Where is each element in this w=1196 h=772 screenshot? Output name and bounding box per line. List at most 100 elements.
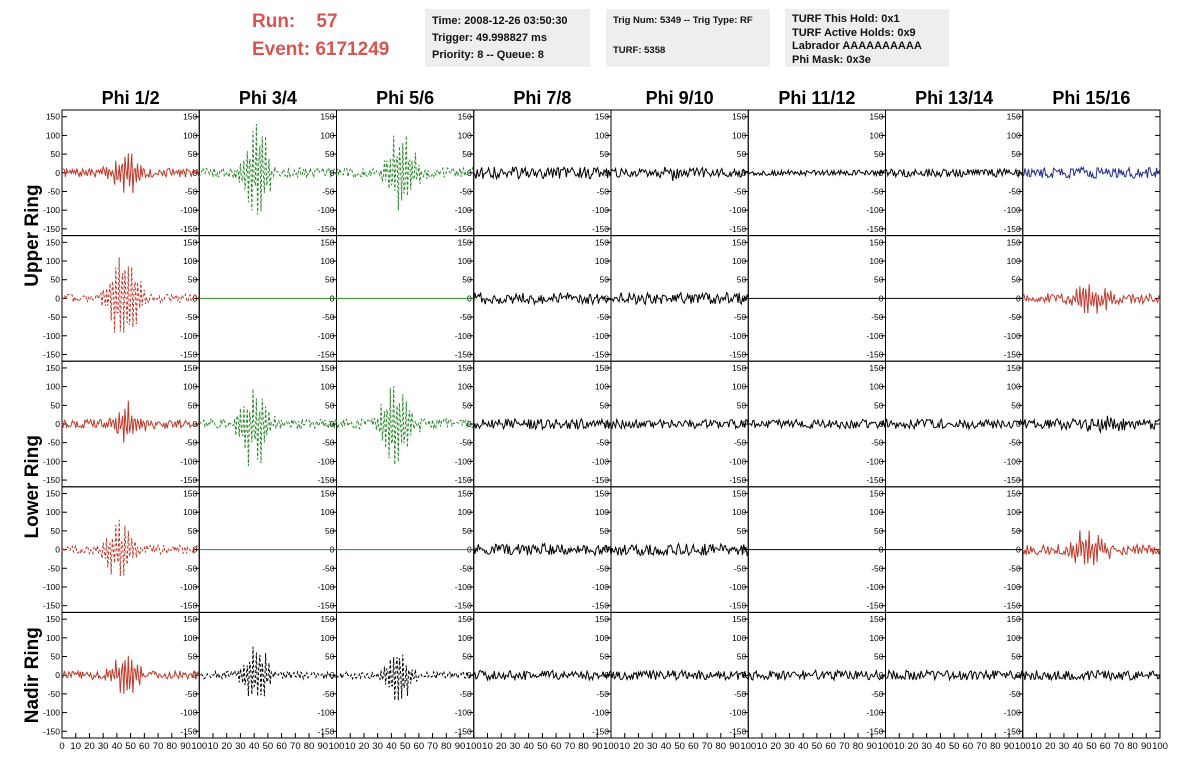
ytick-label: 100 [1007, 382, 1021, 392]
xtick-label: 50 [812, 741, 823, 752]
ytick-label: -50 [459, 438, 472, 448]
ytick-label: 150 [320, 112, 334, 122]
xtick-label: 100 [329, 741, 345, 752]
ytick-label: -50 [185, 186, 198, 196]
ytick-label: -100 [592, 708, 609, 718]
run-row: Run: 57 [252, 8, 389, 36]
ytick-label: -100 [455, 582, 472, 592]
ytick-label: 50 [51, 400, 61, 410]
xtick-label: 50 [263, 741, 274, 752]
ytick-label: -150 [1004, 475, 1021, 485]
ytick-label: -100 [1004, 456, 1021, 466]
xtick-label: 20 [1045, 741, 1056, 752]
ytick-label: 50 [1011, 400, 1021, 410]
ytick-label: -100 [866, 582, 883, 592]
ytick-label: 100 [595, 256, 609, 266]
xtick-label: 40 [523, 741, 534, 752]
ytick-label: 50 [600, 526, 610, 536]
ytick-label: 100 [869, 256, 883, 266]
ytick-label: 150 [458, 614, 472, 624]
ytick-label: -150 [866, 349, 883, 359]
ytick-label: -50 [597, 312, 610, 322]
xtick-label: 20 [908, 741, 919, 752]
ytick-label: -50 [185, 563, 198, 573]
ytick-label: 50 [737, 149, 747, 159]
ytick-label: -50 [871, 563, 884, 573]
xtick-label: 80 [716, 741, 727, 752]
ytick-label: -50 [871, 312, 884, 322]
xtick-label: 30 [372, 741, 383, 752]
xtick-label: 50 [537, 741, 548, 752]
ytick-label: 100 [183, 633, 197, 643]
ytick-label: 150 [732, 489, 746, 499]
ytick-label: -100 [592, 582, 609, 592]
ytick-label: -100 [180, 331, 197, 341]
xtick-label: 60 [688, 741, 699, 752]
xtick-label: 80 [853, 741, 864, 752]
xtick-label: 60 [551, 741, 562, 752]
xtick-label: 50 [949, 741, 960, 752]
xtick-label: 70 [839, 741, 850, 752]
turf-active-line: TURF Active Holds: 0x9 [792, 26, 916, 39]
ytick-label: -150 [455, 475, 472, 485]
ytick-label: -150 [43, 224, 60, 234]
ytick-label: -100 [455, 331, 472, 341]
ytick-label: -150 [592, 726, 609, 736]
ytick-label: -150 [592, 601, 609, 611]
ring-label: Lower Ring [22, 435, 43, 538]
ytick-label: 50 [462, 275, 472, 285]
ytick-label: 50 [1011, 652, 1021, 662]
ytick-label: 100 [320, 382, 334, 392]
ytick-label: 100 [46, 256, 60, 266]
ytick-label: 150 [1007, 237, 1021, 247]
ytick-label: -100 [866, 331, 883, 341]
ytick-label: -150 [180, 224, 197, 234]
ytick-label: 0 [55, 293, 60, 303]
waveform-trace [747, 668, 886, 682]
ytick-label: -50 [48, 689, 61, 699]
ytick-label: 150 [458, 489, 472, 499]
xtick-label: 100 [466, 741, 482, 752]
xtick-label: 10 [208, 741, 219, 752]
ytick-label: 50 [188, 275, 198, 285]
xtick-label: 60 [1100, 741, 1111, 752]
ytick-label: 100 [732, 507, 746, 517]
ytick-label: 100 [732, 633, 746, 643]
trig-info-box: Trig Num: 5349 -- Trig Type: RF TURF: 53… [606, 9, 770, 67]
ytick-label: -100 [180, 582, 197, 592]
ytick-label: -150 [317, 601, 334, 611]
ytick-label: 150 [46, 614, 60, 624]
ytick-label: 150 [320, 363, 334, 373]
xtick-label: 40 [935, 741, 946, 752]
ytick-label: -100 [592, 331, 609, 341]
ytick-label: -150 [1004, 224, 1021, 234]
ytick-label: 100 [1007, 130, 1021, 140]
ytick-label: -50 [322, 186, 335, 196]
panel-frame [473, 109, 612, 237]
xtick-label: 80 [167, 741, 178, 752]
ytick-label: 50 [325, 526, 335, 536]
xtick-label: 80 [304, 741, 315, 752]
ytick-label: 50 [462, 400, 472, 410]
waveform-trace [1022, 530, 1161, 566]
run-event-box: Run: 57 Event: 6171249 [252, 8, 389, 64]
ytick-label: 100 [595, 382, 609, 392]
ytick-label: -150 [317, 475, 334, 485]
ytick-label: -150 [455, 349, 472, 359]
waveform-trace [610, 417, 749, 430]
xtick-label: 100 [740, 741, 756, 752]
ytick-label: 50 [188, 400, 198, 410]
ytick-label: 0 [193, 545, 198, 555]
ytick-label: -100 [43, 331, 60, 341]
xtick-label: 40 [1072, 741, 1083, 752]
ytick-label: 100 [1007, 507, 1021, 517]
waveform-trace [1022, 165, 1161, 180]
ytick-label: 0 [330, 419, 335, 429]
column-title: Phi 3/4 [239, 88, 297, 108]
ytick-label: 0 [193, 293, 198, 303]
ytick-label: -100 [1004, 708, 1021, 718]
ytick-label: 50 [188, 149, 198, 159]
ytick-label: -100 [592, 456, 609, 466]
xtick-label: 10 [345, 741, 356, 752]
waveform-trace [610, 542, 749, 558]
